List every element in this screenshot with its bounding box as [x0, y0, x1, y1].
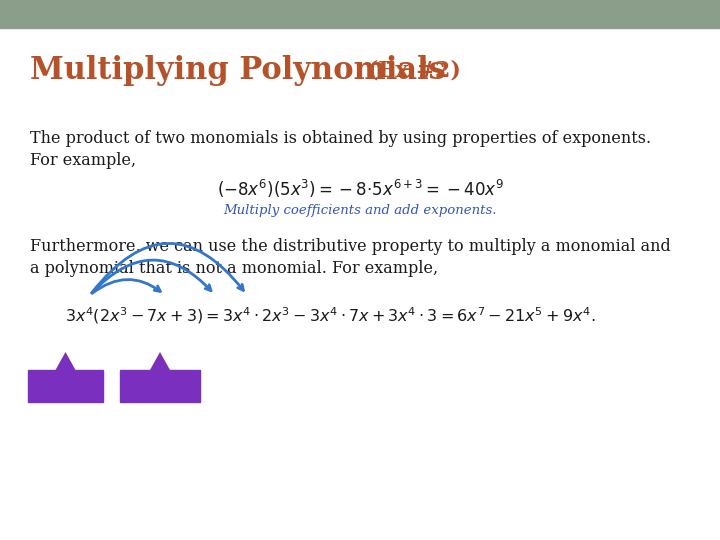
Bar — [120, 370, 200, 402]
FancyArrowPatch shape — [91, 244, 243, 293]
Bar — [0, 0, 720, 28]
FancyArrowPatch shape — [92, 280, 161, 293]
FancyArrowPatch shape — [92, 260, 211, 293]
Polygon shape — [150, 352, 170, 370]
Text: trinomial: trinomial — [132, 380, 188, 393]
Text: a polynomial that is not a monomial. For example,: a polynomial that is not a monomial. For… — [30, 260, 438, 277]
Text: $(-8x^6)(5x^3) = -8{\cdot}5x^{6+3} = -40x^9$: $(-8x^6)(5x^3) = -8{\cdot}5x^{6+3} = -40… — [217, 178, 503, 200]
Text: Furthermore, we can use the distributive property to multiply a monomial and: Furthermore, we can use the distributive… — [30, 238, 671, 255]
Text: Multiply coefficients and add exponents.: Multiply coefficients and add exponents. — [223, 204, 497, 217]
Text: For example,: For example, — [30, 152, 136, 169]
Text: $3x^4(2x^3 - 7x + 3) = 3x^4 \cdot 2x^3 - 3x^4 \cdot 7x + 3x^4 \cdot 3 = 6x^7 - 2: $3x^4(2x^3 - 7x + 3) = 3x^4 \cdot 2x^3 -… — [65, 305, 595, 326]
Text: The product of two monomials is obtained by using properties of exponents.: The product of two monomials is obtained… — [30, 130, 651, 147]
Text: monomial: monomial — [35, 380, 96, 393]
Text: Multiplying Polynomials: Multiplying Polynomials — [30, 55, 446, 86]
Polygon shape — [55, 352, 76, 370]
Bar — [28, 370, 103, 402]
Text: (Ex #2): (Ex #2) — [360, 60, 461, 82]
